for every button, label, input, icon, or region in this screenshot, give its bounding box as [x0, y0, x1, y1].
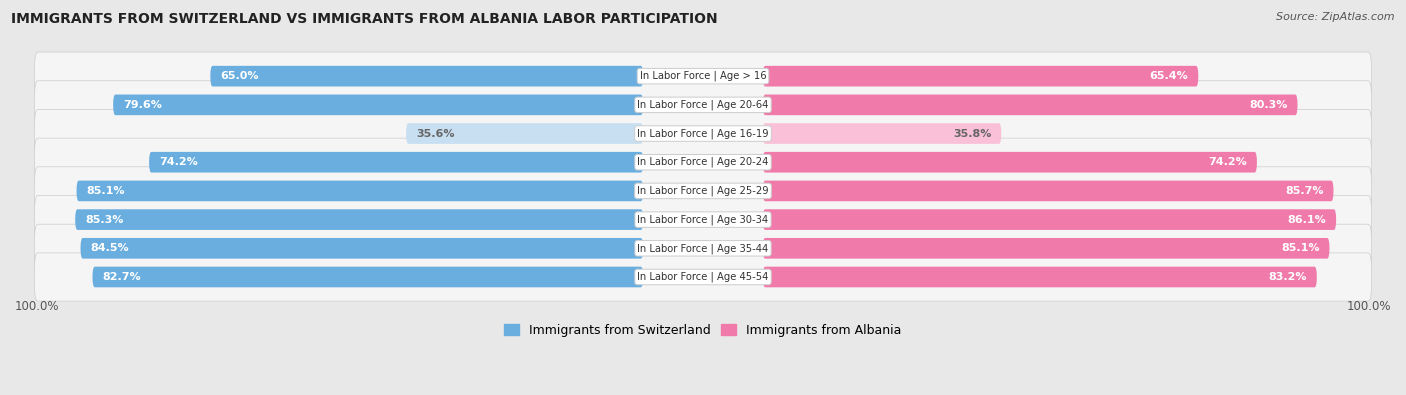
- FancyBboxPatch shape: [35, 81, 1371, 129]
- FancyBboxPatch shape: [763, 238, 1330, 259]
- FancyBboxPatch shape: [80, 238, 643, 259]
- Legend: Immigrants from Switzerland, Immigrants from Albania: Immigrants from Switzerland, Immigrants …: [499, 319, 907, 342]
- FancyBboxPatch shape: [763, 209, 1336, 230]
- FancyBboxPatch shape: [763, 181, 1333, 201]
- Text: 35.8%: 35.8%: [953, 128, 991, 139]
- Text: 65.4%: 65.4%: [1150, 71, 1188, 81]
- Text: 65.0%: 65.0%: [221, 71, 259, 81]
- FancyBboxPatch shape: [35, 138, 1371, 186]
- Text: 84.5%: 84.5%: [90, 243, 129, 253]
- FancyBboxPatch shape: [35, 109, 1371, 158]
- Text: 82.7%: 82.7%: [103, 272, 141, 282]
- Text: 74.2%: 74.2%: [1208, 157, 1247, 167]
- FancyBboxPatch shape: [406, 123, 643, 144]
- FancyBboxPatch shape: [35, 167, 1371, 215]
- Text: 85.3%: 85.3%: [86, 214, 124, 225]
- FancyBboxPatch shape: [112, 94, 643, 115]
- Text: In Labor Force | Age > 16: In Labor Force | Age > 16: [640, 71, 766, 81]
- Text: 74.2%: 74.2%: [159, 157, 198, 167]
- Text: 86.1%: 86.1%: [1288, 214, 1326, 225]
- Text: In Labor Force | Age 30-34: In Labor Force | Age 30-34: [637, 214, 769, 225]
- FancyBboxPatch shape: [35, 52, 1371, 100]
- Text: 35.6%: 35.6%: [416, 128, 454, 139]
- FancyBboxPatch shape: [763, 66, 1198, 87]
- FancyBboxPatch shape: [35, 253, 1371, 301]
- Text: In Labor Force | Age 16-19: In Labor Force | Age 16-19: [637, 128, 769, 139]
- FancyBboxPatch shape: [35, 224, 1371, 273]
- FancyBboxPatch shape: [93, 267, 643, 287]
- Text: 85.1%: 85.1%: [87, 186, 125, 196]
- Text: 79.6%: 79.6%: [124, 100, 162, 110]
- Text: IMMIGRANTS FROM SWITZERLAND VS IMMIGRANTS FROM ALBANIA LABOR PARTICIPATION: IMMIGRANTS FROM SWITZERLAND VS IMMIGRANT…: [11, 12, 718, 26]
- FancyBboxPatch shape: [763, 152, 1257, 173]
- Text: In Labor Force | Age 25-29: In Labor Force | Age 25-29: [637, 186, 769, 196]
- Text: In Labor Force | Age 20-64: In Labor Force | Age 20-64: [637, 100, 769, 110]
- FancyBboxPatch shape: [763, 267, 1317, 287]
- Text: In Labor Force | Age 20-24: In Labor Force | Age 20-24: [637, 157, 769, 167]
- Text: 85.7%: 85.7%: [1285, 186, 1323, 196]
- Text: In Labor Force | Age 45-54: In Labor Force | Age 45-54: [637, 272, 769, 282]
- FancyBboxPatch shape: [211, 66, 643, 87]
- Text: 80.3%: 80.3%: [1249, 100, 1288, 110]
- Text: 83.2%: 83.2%: [1268, 272, 1306, 282]
- Text: In Labor Force | Age 35-44: In Labor Force | Age 35-44: [637, 243, 769, 254]
- FancyBboxPatch shape: [763, 123, 1001, 144]
- Text: Source: ZipAtlas.com: Source: ZipAtlas.com: [1277, 12, 1395, 22]
- FancyBboxPatch shape: [35, 196, 1371, 244]
- FancyBboxPatch shape: [75, 209, 643, 230]
- FancyBboxPatch shape: [763, 94, 1298, 115]
- Text: 85.1%: 85.1%: [1281, 243, 1319, 253]
- FancyBboxPatch shape: [149, 152, 643, 173]
- FancyBboxPatch shape: [76, 181, 643, 201]
